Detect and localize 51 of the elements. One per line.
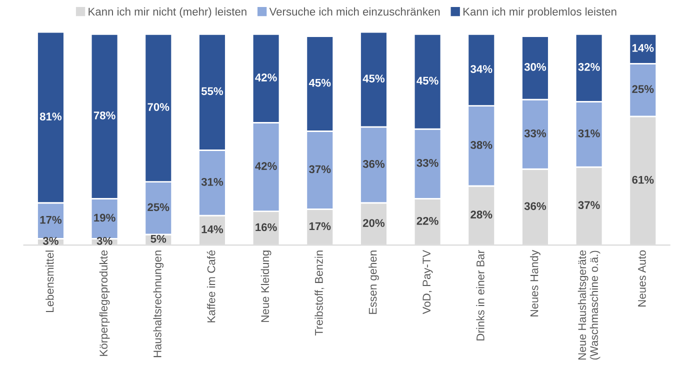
data-label: 17% <box>40 216 62 224</box>
data-label: 3% <box>96 237 112 245</box>
data-label: 38% <box>470 141 492 149</box>
data-label: 36% <box>362 160 385 168</box>
x-tick-label: Neue Haushaltsgeräte (Waschmaschine o.ä.) <box>578 250 600 360</box>
data-label: 30% <box>524 63 546 71</box>
x-tick-label: Haushaltsrechnungen <box>153 250 164 358</box>
data-label: 22% <box>416 216 438 225</box>
x-tick-label: Neue Kleidung <box>260 250 272 322</box>
data-label: 42% <box>255 74 277 82</box>
data-label: 25% <box>632 85 654 94</box>
data-label: 42% <box>255 162 277 170</box>
data-label: 28% <box>470 210 492 219</box>
x-tick-label: VoD, Pay-TV <box>422 250 433 314</box>
data-label: 33% <box>416 158 438 167</box>
data-label: 31% <box>578 129 600 138</box>
x-tick-label: Essen gehen <box>368 250 379 314</box>
data-label: 14% <box>202 225 224 234</box>
data-label: 32% <box>578 63 600 71</box>
data-label: 81% <box>40 112 62 120</box>
x-tick-label: Körperpflegeprodukte <box>99 250 110 356</box>
x-tick-label: Treibstoff, Benzin <box>314 250 324 336</box>
x-tick-label: Kaffee im Café <box>206 250 216 322</box>
x-tick-label: Neues Auto <box>638 250 646 306</box>
data-label: 45% <box>362 74 385 82</box>
data-label: 34% <box>470 65 492 74</box>
x-tick-label: Lebensmittel <box>46 250 54 312</box>
data-label: 70% <box>148 103 170 111</box>
data-label: 17% <box>309 222 331 230</box>
legend-label: Versuche ich mich einzuschränken <box>269 7 440 16</box>
data-label: 20% <box>362 219 385 227</box>
data-label: 55% <box>201 87 224 96</box>
data-label: 37% <box>578 201 600 210</box>
data-label: 3% <box>42 237 58 245</box>
x-tick-label: Drinks in einer Bar <box>476 250 484 340</box>
data-label: 37% <box>309 165 331 174</box>
x-tick-label: Neues Handy <box>530 250 540 316</box>
data-label: 25% <box>148 203 170 212</box>
legend-label: Kann ich mir problemlos leisten <box>463 7 616 18</box>
data-label: 45% <box>416 76 438 85</box>
legend-label: Kann ich mir nicht (mehr) leisten <box>88 7 246 18</box>
data-label: 5% <box>150 234 166 243</box>
data-label: 78% <box>94 112 116 120</box>
data-label: 45% <box>308 78 331 87</box>
data-label: 33% <box>524 129 546 138</box>
data-label: 61% <box>632 176 654 184</box>
data-label: 31% <box>201 178 224 186</box>
data-label: 16% <box>256 223 277 232</box>
data-label: 14% <box>632 44 654 52</box>
data-label: 36% <box>524 202 546 210</box>
data-label: 19% <box>94 214 116 222</box>
